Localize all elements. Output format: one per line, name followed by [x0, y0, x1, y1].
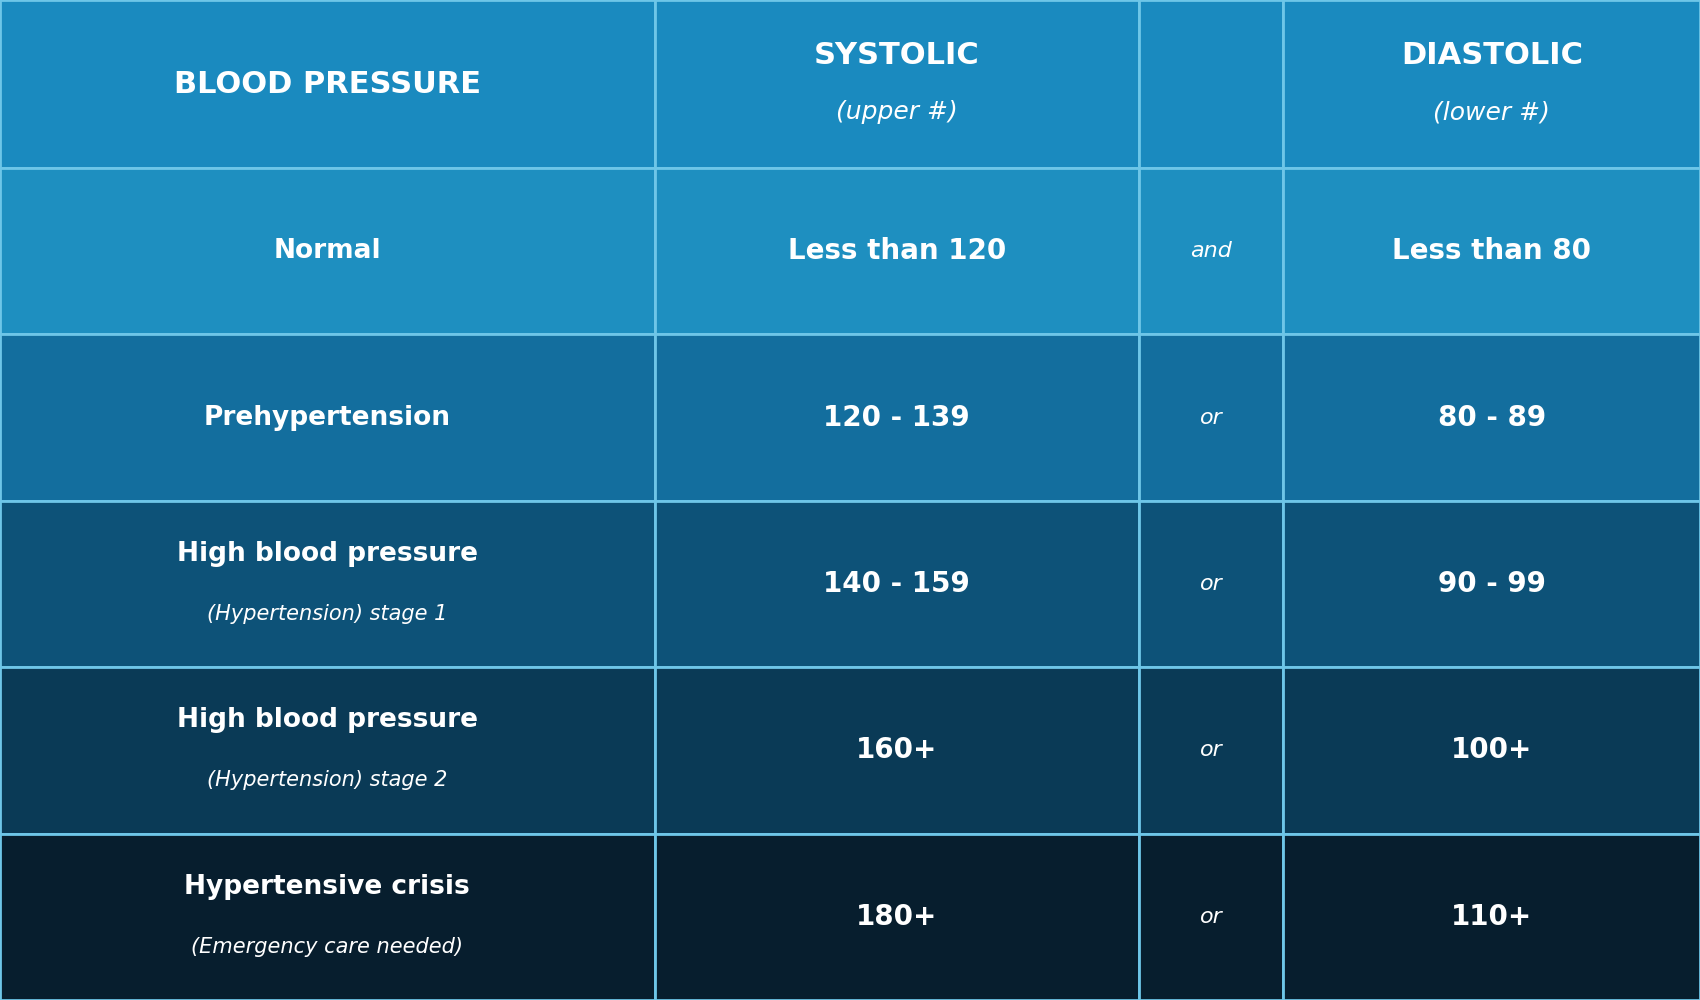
Bar — [1139, 0, 1284, 168]
Text: and: and — [1190, 241, 1232, 261]
Bar — [0, 334, 654, 501]
Text: 80 - 89: 80 - 89 — [1438, 404, 1545, 432]
Bar — [654, 0, 1139, 168]
Text: SYSTOLIC: SYSTOLIC — [814, 41, 979, 70]
Bar — [1139, 834, 1284, 1000]
Text: High blood pressure: High blood pressure — [177, 707, 478, 733]
Bar — [654, 334, 1139, 501]
Text: Less than 120: Less than 120 — [787, 237, 1006, 265]
Bar — [0, 667, 654, 834]
Bar — [1284, 834, 1700, 1000]
Text: or: or — [1200, 740, 1222, 760]
Bar — [654, 667, 1139, 834]
Bar — [0, 0, 654, 168]
Bar — [1284, 667, 1700, 834]
Bar — [1139, 501, 1284, 667]
Text: or: or — [1200, 907, 1222, 927]
Text: 90 - 99: 90 - 99 — [1438, 570, 1545, 598]
Bar — [654, 834, 1139, 1000]
Text: 100+: 100+ — [1452, 736, 1532, 764]
Bar — [1139, 168, 1284, 334]
Text: or: or — [1200, 574, 1222, 594]
Bar — [1284, 334, 1700, 501]
Text: Normal: Normal — [274, 238, 381, 264]
Bar — [654, 501, 1139, 667]
Bar — [0, 834, 654, 1000]
Text: 180+: 180+ — [857, 903, 937, 931]
Text: Prehypertension: Prehypertension — [204, 405, 450, 431]
Bar — [0, 501, 654, 667]
Bar — [1284, 168, 1700, 334]
Bar — [1139, 334, 1284, 501]
Text: 140 - 159: 140 - 159 — [823, 570, 971, 598]
Text: (Emergency care needed): (Emergency care needed) — [190, 937, 462, 957]
Text: (Hypertension) stage 2: (Hypertension) stage 2 — [207, 770, 447, 790]
Text: BLOOD PRESSURE: BLOOD PRESSURE — [173, 70, 481, 99]
Bar — [1139, 667, 1284, 834]
Bar — [654, 168, 1139, 334]
Text: Less than 80: Less than 80 — [1392, 237, 1591, 265]
Text: 120 - 139: 120 - 139 — [823, 404, 971, 432]
Text: Hypertensive crisis: Hypertensive crisis — [184, 874, 471, 900]
Text: 160+: 160+ — [857, 736, 937, 764]
Text: DIASTOLIC: DIASTOLIC — [1401, 41, 1583, 70]
Text: High blood pressure: High blood pressure — [177, 541, 478, 567]
Bar — [1284, 0, 1700, 168]
Bar — [0, 168, 654, 334]
Bar — [1284, 501, 1700, 667]
Text: 110+: 110+ — [1452, 903, 1532, 931]
Text: (lower #): (lower #) — [1433, 100, 1550, 124]
Text: (upper #): (upper #) — [836, 100, 957, 124]
Text: (Hypertension) stage 1: (Hypertension) stage 1 — [207, 604, 447, 624]
Text: or: or — [1200, 408, 1222, 428]
